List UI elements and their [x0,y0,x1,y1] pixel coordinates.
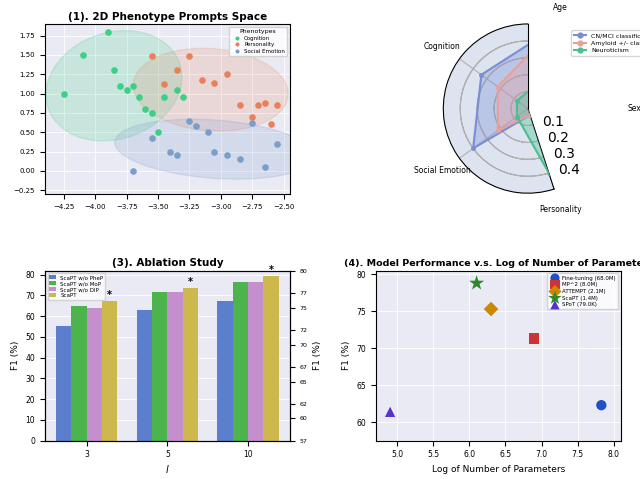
Personality [159,80,170,88]
Social Emotion [165,148,175,155]
Polygon shape [517,86,557,173]
Cognition [159,93,170,101]
Personality [184,53,195,60]
Title: (3). Ablation Study: (3). Ablation Study [111,258,223,268]
ScaPT (1.4M) [472,279,482,287]
Bar [264,276,279,441]
Social Emotion [209,148,220,155]
Bar [86,308,102,441]
Personality [272,101,282,109]
Cognition [122,86,132,93]
Personality [222,70,232,78]
Ellipse shape [46,31,182,141]
Bar [56,326,71,441]
Fine-tuning (68.0M) [596,401,607,409]
Personality [196,76,207,83]
Cognition [109,67,119,74]
Ellipse shape [133,48,288,131]
Title: (4). Model Performance v.s. Log of Number of Parameters: (4). Model Performance v.s. Log of Numbe… [344,260,640,268]
Social Emotion [260,163,270,171]
Social Emotion [247,119,257,127]
Title: (1). 2D Phenotype Prompts Space: (1). 2D Phenotype Prompts Space [68,12,267,22]
Legend: Fine-tuning (68.0M), MP^2 (8.0M), ATTEMPT (2.1M), ScaPT (1.4M), SPoT (79.0K): Fine-tuning (68.0M), MP^2 (8.0M), ATTEMP… [547,274,618,309]
Social Emotion [191,122,201,130]
SPoT (79.0K) [385,408,396,416]
Text: *: * [269,265,273,275]
Cognition [58,90,68,97]
Ellipse shape [115,119,314,179]
Social Emotion [222,151,232,159]
Bar [233,282,248,441]
Bar [218,301,233,441]
Legend: ScaPT w/o PheP, ScaPT w/o MoP, ScaPT w/o DIP, ScaPT: ScaPT w/o PheP, ScaPT w/o MoP, ScaPT w/o… [47,274,105,300]
X-axis label: l: l [166,465,169,475]
Personality [266,121,276,128]
Text: *: * [188,277,193,287]
Cognition [127,82,138,90]
Cognition [134,93,144,101]
Social Emotion [272,140,282,148]
Social Emotion [203,128,213,136]
Y-axis label: F1 (%): F1 (%) [11,341,20,370]
Cognition [147,109,157,117]
Bar [248,282,264,441]
Social Emotion [147,135,157,142]
Bar [167,292,182,441]
Social Emotion [127,167,138,175]
Legend: CN/MCI classification, Amyloid +/- classification, Neuroticism: CN/MCI classification, Amyloid +/- class… [572,31,640,56]
Social Emotion [172,151,182,159]
Personality [253,101,264,109]
Polygon shape [498,28,554,130]
Cognition [102,28,113,35]
Text: *: * [107,290,112,300]
X-axis label: Log of Number of Parameters: Log of Number of Parameters [431,465,565,474]
Cognition [77,51,88,59]
Cognition [178,93,188,101]
Bar [71,306,86,441]
Bar [152,292,167,441]
Bar [182,288,198,441]
Polygon shape [473,28,554,148]
Cognition [172,86,182,93]
Bar [102,301,117,441]
Personality [260,99,270,107]
Legend: Cognition, Personality, Social Emotion: Cognition, Personality, Social Emotion [229,27,287,56]
Y-axis label: F1 (%): F1 (%) [313,341,322,370]
Personality [147,53,157,60]
Cognition [153,128,163,136]
Y-axis label: F1 (%): F1 (%) [342,341,351,370]
Cognition [140,105,150,113]
Bar [137,310,152,441]
Cognition [115,82,125,90]
Personality [209,80,220,87]
Personality [247,113,257,121]
Social Emotion [184,117,195,125]
Social Emotion [234,155,244,163]
MP^2 (8.0M) [529,335,540,342]
ATTEMPT (2.1M) [486,305,496,313]
Personality [172,67,182,74]
Personality [234,101,244,109]
